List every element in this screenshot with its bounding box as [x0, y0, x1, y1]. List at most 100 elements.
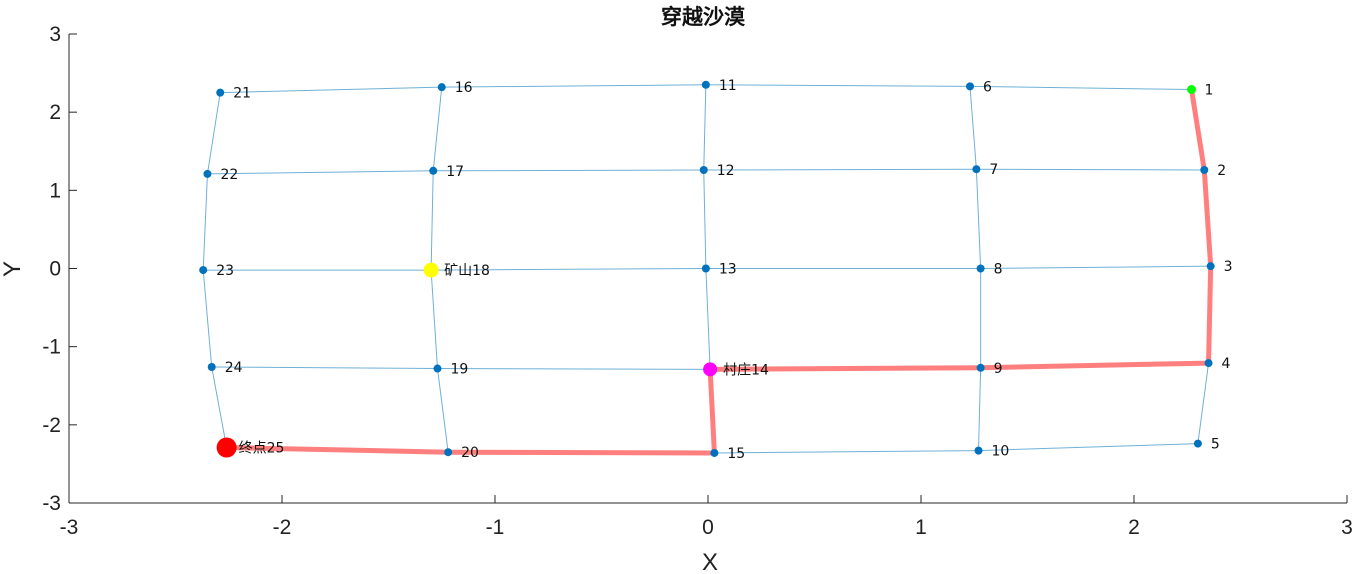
node-22	[203, 169, 212, 178]
node-label-7: 7	[989, 162, 998, 178]
edge-19-20	[436, 368, 449, 453]
edge-12-17	[433, 169, 704, 172]
edge-24-25	[211, 366, 228, 448]
node-20	[444, 448, 453, 457]
chart-title: 穿越沙漠	[661, 5, 746, 29]
node-label-19: 19	[450, 362, 468, 378]
edge-5-10	[978, 443, 1198, 452]
edge-21-22	[206, 92, 221, 174]
edge-12-13	[703, 169, 707, 269]
graph-nodes	[199, 80, 1215, 458]
node-label-2: 2	[1217, 163, 1226, 179]
node-label-18: 矿山18	[444, 263, 490, 279]
edge-22-23	[202, 173, 208, 271]
x-tick-label: 2	[1128, 516, 1140, 539]
x-tick-label: -3	[60, 516, 79, 539]
edge-11-16	[441, 84, 706, 88]
edge-4-5	[1197, 363, 1210, 444]
node-label-6: 6	[983, 79, 992, 95]
node-2	[1200, 166, 1209, 175]
edge-13-18	[431, 268, 706, 271]
node-4	[1204, 359, 1213, 368]
edge-10-15	[714, 450, 979, 454]
x-axis-ticks: -3 -2 -1 0 1 2 3	[60, 495, 1353, 539]
node-label-20: 20	[461, 445, 479, 461]
node-12	[699, 166, 708, 175]
node-7	[972, 165, 981, 174]
node-13	[701, 264, 710, 273]
edge-6-11	[705, 84, 970, 87]
node-19	[433, 364, 442, 373]
graph-node-labels: 12345678910111213村庄14151617矿山18192021222…	[216, 78, 1232, 462]
y-axis-ticks: -3 -2 -1 0 1 2 3	[42, 23, 77, 515]
y-tick-label: -1	[42, 336, 61, 359]
node-16	[437, 83, 446, 92]
edge-14-19	[437, 368, 711, 370]
node-10	[974, 446, 983, 455]
node-25	[216, 437, 237, 458]
node-8	[976, 264, 985, 273]
edge-19-24	[211, 366, 438, 370]
node-label-4: 4	[1222, 356, 1231, 372]
node-label-15: 15	[727, 446, 745, 462]
x-tick-label: -2	[273, 516, 292, 539]
node-label-14: 村庄14	[723, 361, 769, 378]
node-label-9: 9	[994, 361, 1003, 377]
edge-6-7	[969, 86, 977, 170]
node-label-23: 23	[216, 263, 234, 279]
node-label-8: 8	[994, 262, 1003, 278]
node-11	[701, 80, 710, 89]
edge-3-8	[980, 265, 1211, 269]
y-tick-label: 1	[49, 179, 61, 202]
node-label-13: 13	[719, 262, 737, 278]
y-axis-label: Y	[0, 261, 26, 277]
node-label-17: 17	[446, 164, 464, 180]
node-label-24: 24	[225, 360, 243, 376]
x-tick-label: 1	[915, 516, 927, 539]
edge-1-6	[969, 85, 1192, 90]
x-tick-label: 0	[702, 516, 714, 539]
node-5	[1193, 439, 1202, 448]
edge-2-7	[976, 168, 1205, 171]
y-tick-label: -3	[42, 492, 61, 515]
edge-13-14	[705, 268, 711, 370]
node-label-22: 22	[220, 167, 238, 183]
x-tick-label: 3	[1341, 516, 1353, 539]
x-axis-label: X	[702, 549, 718, 574]
node-18	[423, 262, 439, 278]
y-tick-label: 3	[49, 23, 61, 46]
node-9	[976, 363, 985, 372]
node-17	[429, 166, 438, 175]
node-label-5: 5	[1211, 437, 1220, 453]
y-tick-label: -2	[42, 414, 61, 437]
node-15	[710, 448, 719, 457]
edge-7-12	[703, 168, 977, 171]
node-1	[1187, 84, 1197, 94]
node-label-25: 终点25	[239, 441, 285, 457]
node-label-1: 1	[1205, 82, 1214, 98]
node-6	[965, 82, 974, 91]
edge-18-19	[430, 270, 438, 369]
edge-7-8	[975, 169, 982, 269]
node-label-16: 16	[455, 80, 473, 96]
edge-23-24	[202, 270, 213, 368]
edge-17-18	[430, 170, 434, 271]
x-tick-label: -1	[486, 516, 505, 539]
edge-16-17	[432, 87, 443, 171]
node-label-10: 10	[992, 444, 1010, 460]
edge-11-12	[703, 84, 707, 171]
node-14	[703, 362, 718, 377]
node-label-12: 12	[717, 163, 735, 179]
edge-16-21	[220, 86, 442, 94]
node-3	[1206, 262, 1215, 271]
node-label-21: 21	[233, 86, 251, 102]
node-label-3: 3	[1224, 259, 1233, 275]
node-label-11: 11	[719, 78, 737, 94]
node-24	[207, 362, 216, 371]
edge-9-10	[978, 367, 982, 451]
y-tick-label: 0	[49, 258, 61, 281]
edge-17-22	[207, 170, 434, 175]
y-tick-label: 2	[49, 101, 61, 124]
node-21	[216, 88, 225, 97]
